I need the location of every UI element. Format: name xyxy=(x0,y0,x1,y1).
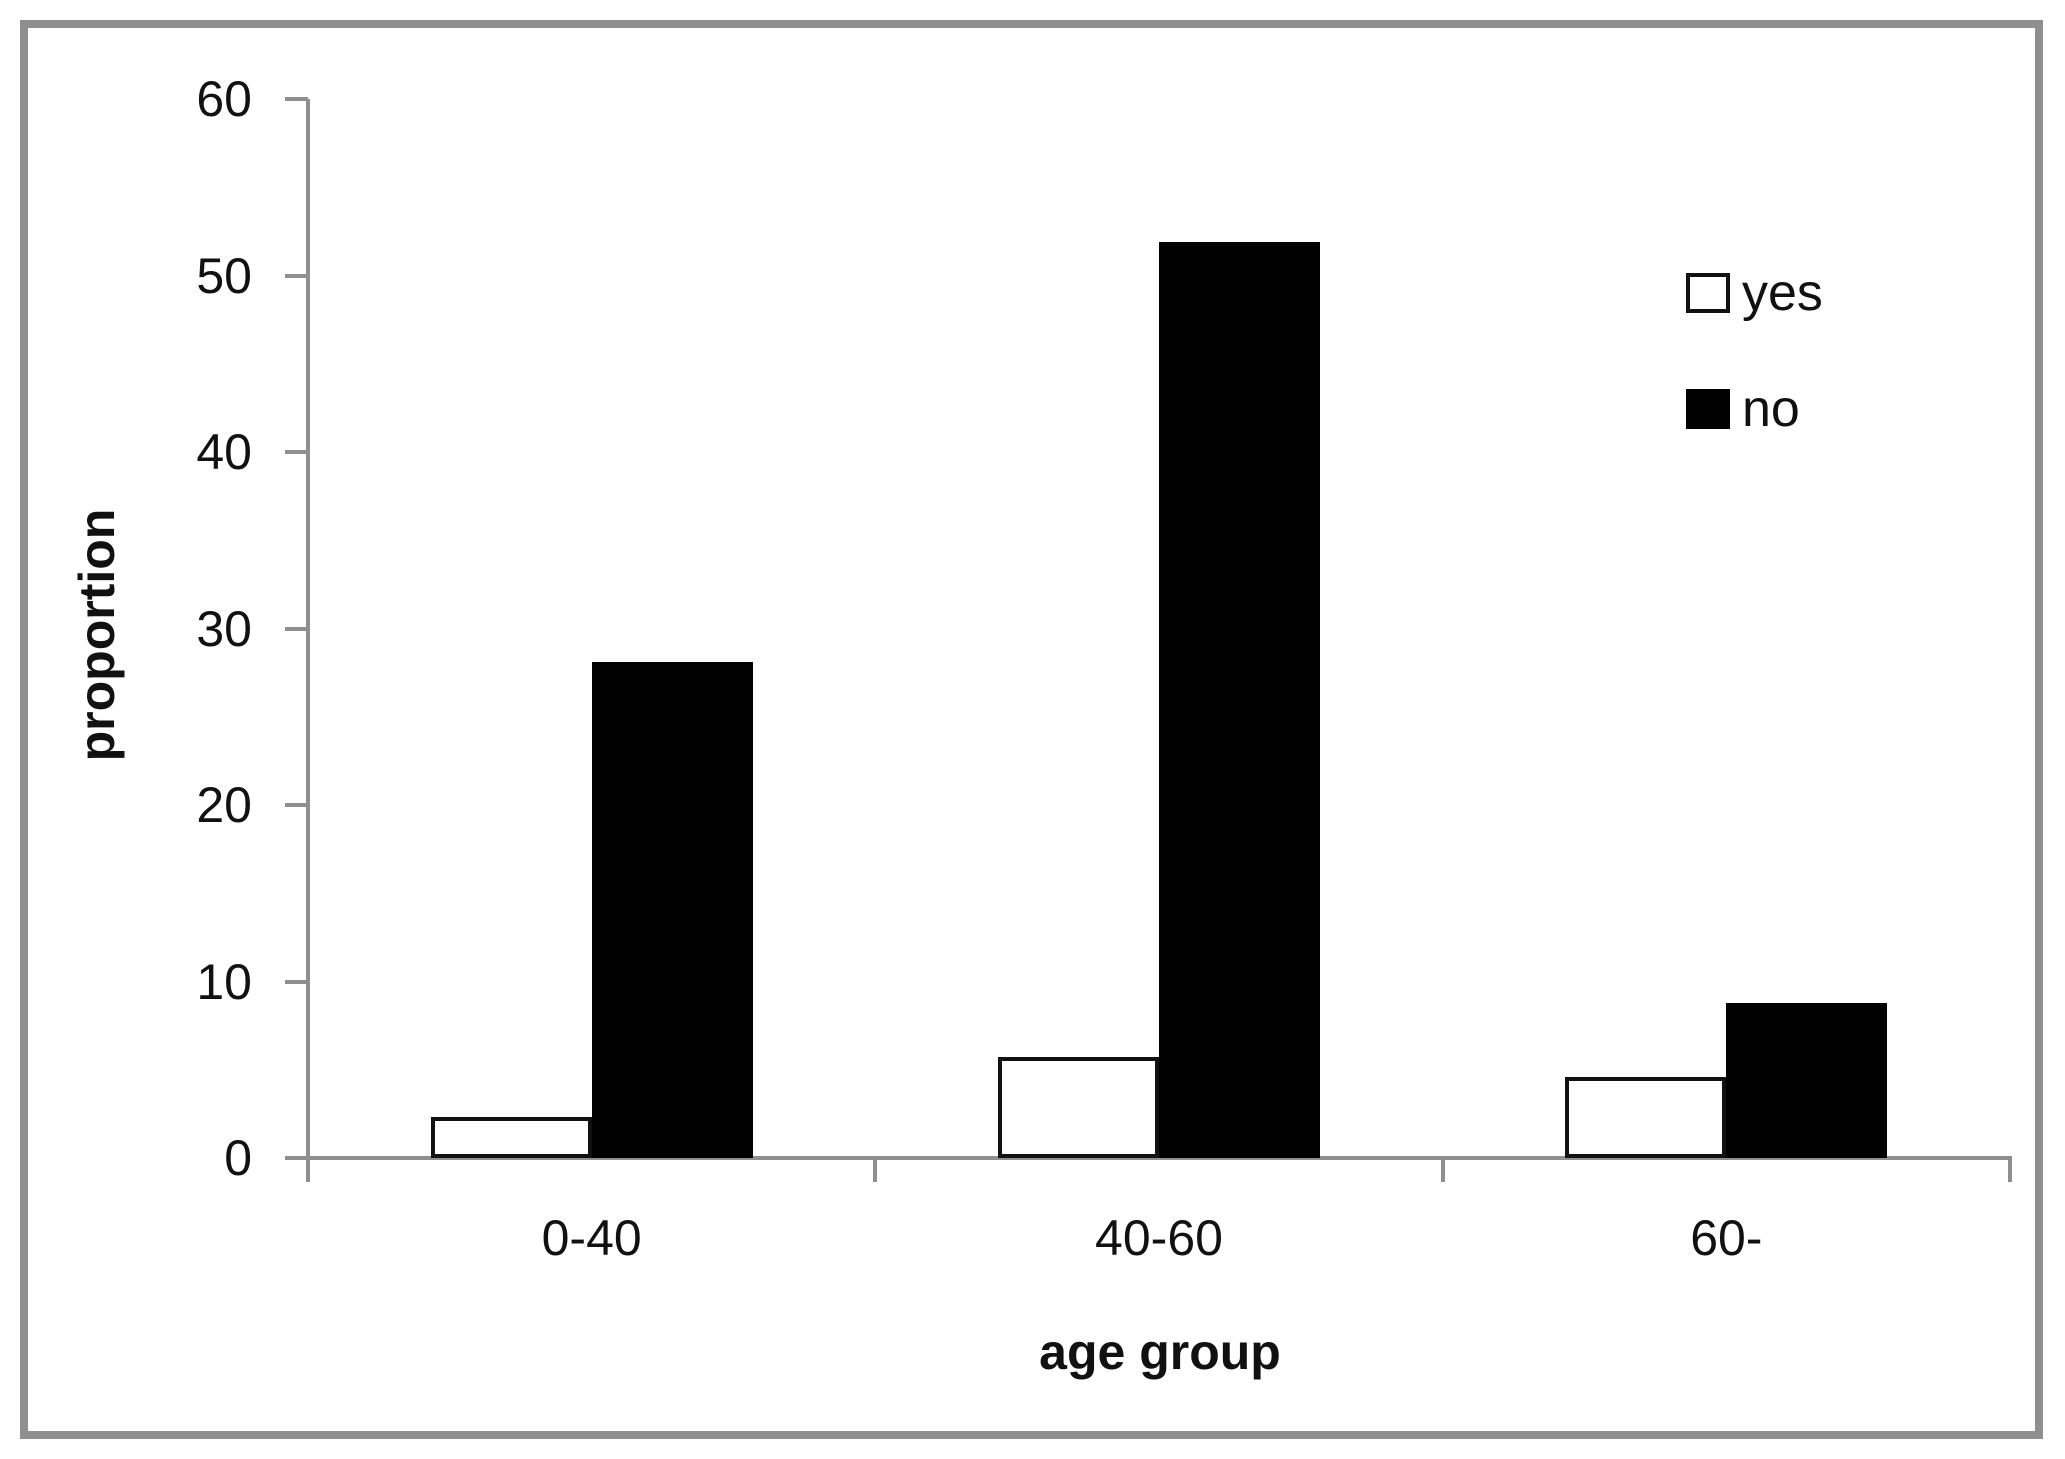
bar-yes-60 xyxy=(1565,1077,1727,1158)
y-tick-label: 60 xyxy=(196,71,252,127)
legend-swatch-no-icon xyxy=(1686,389,1730,429)
bar-no-60 xyxy=(1726,1003,1888,1158)
y-axis-line xyxy=(306,99,310,1182)
legend-entry-yes: yes xyxy=(1686,260,1823,326)
y-tick xyxy=(285,626,308,631)
legend-label-yes: yes xyxy=(1742,264,1823,322)
y-tick-label: 40 xyxy=(196,424,252,480)
figure-border xyxy=(20,20,2043,1439)
y-tick xyxy=(285,273,308,278)
y-tick xyxy=(285,97,308,101)
y-tick-label: 10 xyxy=(196,953,252,1010)
legend-entry-no: no xyxy=(1686,376,1823,442)
y-tick xyxy=(285,803,308,807)
y-tick-label: 20 xyxy=(196,777,252,833)
legend: yes no xyxy=(1686,260,1823,492)
x-tick xyxy=(873,1158,878,1182)
x-axis-line xyxy=(285,1156,2012,1160)
legend-label-no: no xyxy=(1742,380,1800,438)
y-tick xyxy=(285,450,308,454)
y-tick-label: 50 xyxy=(196,247,252,304)
x-axis-title: age group xyxy=(1039,1324,1281,1380)
bar-no-0-40 xyxy=(591,662,753,1158)
x-category-label: 40-60 xyxy=(1095,1210,1223,1266)
bar-no-40-60 xyxy=(1159,242,1320,1158)
x-category-label: 60- xyxy=(1690,1210,1763,1266)
x-tick xyxy=(2008,1158,2012,1182)
legend-swatch-yes-icon xyxy=(1686,273,1730,313)
y-tick xyxy=(285,979,308,984)
x-tick xyxy=(1440,1158,1445,1182)
y-tick xyxy=(285,1156,308,1160)
y-tick-label: 0 xyxy=(224,1130,252,1186)
y-tick-label: 30 xyxy=(196,600,252,657)
bar-yes-0-40 xyxy=(430,1117,592,1158)
x-category-label: 0-40 xyxy=(541,1210,642,1266)
bar-yes-40-60 xyxy=(998,1057,1159,1158)
y-axis-title: proportion xyxy=(69,508,125,762)
